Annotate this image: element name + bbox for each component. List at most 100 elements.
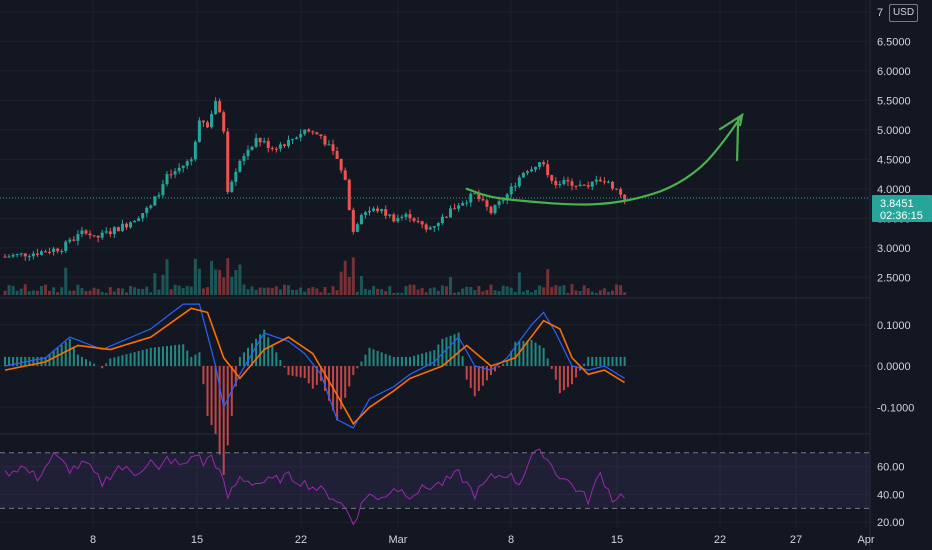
- volume-bar: [611, 290, 614, 295]
- macd-histogram-bar: [356, 366, 359, 369]
- y-tick-label: 6.5000: [877, 36, 911, 48]
- macd-histogram-bar: [336, 366, 339, 421]
- candle-body: [412, 218, 416, 221]
- volume-bar: [428, 288, 432, 295]
- candle-body: [598, 179, 602, 182]
- candle-body: [88, 233, 92, 236]
- candle-body: [165, 174, 169, 185]
- candle-body: [96, 235, 100, 238]
- macd-histogram-bar: [421, 353, 424, 366]
- last-price-value: 3.8451: [880, 198, 914, 210]
- candle-body: [574, 185, 578, 187]
- macd-histogram-bar: [417, 354, 420, 366]
- macd-histogram-bar: [441, 338, 444, 366]
- y-tick-label: 40.00: [877, 489, 905, 501]
- drawing-curve[interactable]: [465, 112, 744, 206]
- macd-histogram-bar: [186, 350, 189, 366]
- volume-bar: [278, 289, 282, 295]
- volume-bar: [606, 291, 610, 295]
- candle-body: [440, 216, 444, 224]
- macd-histogram-bar: [413, 355, 416, 366]
- volume-bar: [384, 291, 388, 295]
- candle-body: [100, 232, 104, 238]
- volume-bar: [129, 285, 133, 295]
- volume-bar: [562, 285, 566, 295]
- candle-body: [602, 181, 606, 183]
- candle-body: [153, 196, 157, 206]
- volume-bar: [104, 292, 108, 295]
- macd-histogram-bar: [583, 363, 586, 366]
- volume-bar: [165, 259, 169, 295]
- volume-bar: [436, 290, 440, 295]
- candle-body: [335, 151, 339, 159]
- candle-body: [76, 234, 80, 241]
- candle-body: [534, 166, 538, 170]
- candle-body: [129, 222, 133, 228]
- volume-bar: [615, 284, 619, 295]
- macd-histogram-bar: [12, 356, 15, 366]
- volume-bar: [242, 284, 246, 295]
- last-price-badge: 3.8451 02:36:15: [872, 195, 932, 222]
- volume-bar: [335, 290, 339, 295]
- volume-bar: [582, 285, 586, 295]
- x-tick-label: Mar: [389, 534, 408, 546]
- candle-body: [623, 194, 627, 200]
- volume-bar: [173, 284, 177, 295]
- volume-bar: [189, 286, 193, 295]
- macd-histogram-bar: [303, 366, 306, 379]
- volume-bar: [274, 286, 278, 295]
- macd-histogram-bar: [93, 363, 96, 366]
- signal-line: [4, 307, 626, 426]
- volume-bar: [339, 271, 343, 295]
- candle-body: [185, 161, 189, 166]
- volume-bar: [44, 284, 47, 295]
- volume-bar: [254, 289, 258, 295]
- macd-histogram-bar: [170, 345, 173, 366]
- volume-bar: [343, 260, 347, 295]
- volume-bar: [295, 289, 299, 295]
- volume-bar: [100, 291, 104, 295]
- macd-histogram-bar: [348, 366, 351, 387]
- candle-body: [120, 223, 124, 232]
- macd-histogram-bar: [396, 356, 399, 366]
- candle-body: [546, 164, 550, 176]
- candle-body: [586, 185, 590, 187]
- macd-histogram-bar: [534, 342, 537, 366]
- candle-body: [287, 139, 290, 147]
- macd-histogram-bar: [404, 356, 407, 366]
- volume-bar: [453, 292, 457, 295]
- macd-histogram-bar: [206, 366, 209, 416]
- candle-body: [384, 209, 388, 216]
- price-axis[interactable]: 76.50006.00005.50005.00004.50004.00003.5…: [869, 0, 932, 550]
- volume-bar: [347, 276, 351, 295]
- macd-histogram-bar: [247, 347, 249, 366]
- candle-body: [197, 120, 201, 142]
- macd-histogram-bar: [469, 366, 472, 388]
- macd-histogram-bar: [453, 334, 456, 366]
- macd-histogram-bar: [311, 366, 314, 389]
- volume-bar: [230, 276, 234, 295]
- macd-histogram-bar: [76, 354, 79, 366]
- candle-body: [56, 248, 60, 252]
- volume-bar: [509, 287, 513, 295]
- volume-bar: [534, 290, 538, 295]
- candle-body: [590, 181, 594, 187]
- volume-bar: [270, 287, 274, 295]
- macd-histogram-bar: [522, 340, 525, 366]
- currency-selector[interactable]: USD: [889, 4, 918, 22]
- macd-histogram-bar: [210, 366, 213, 425]
- x-tick-label: 22: [714, 534, 726, 546]
- candle-body: [169, 174, 173, 176]
- macd-histogram-bar: [328, 366, 330, 401]
- volume-bar: [449, 277, 452, 295]
- candle-body: [64, 241, 68, 252]
- time-axis[interactable]: 8 15 22 Mar 8 15 22 27 Apr: [90, 534, 875, 546]
- candle-body: [149, 205, 153, 208]
- volume-bar: [602, 288, 606, 295]
- volume-bar: [538, 285, 542, 295]
- macd-histogram-bar: [433, 350, 436, 366]
- candle-body: [84, 230, 88, 234]
- macd-histogram-bar: [360, 361, 363, 366]
- volume-bar: [355, 291, 359, 295]
